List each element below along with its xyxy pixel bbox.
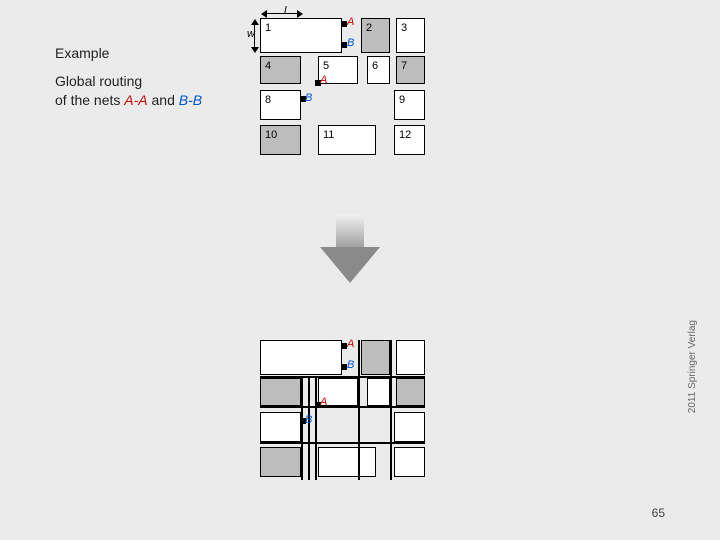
route-line bbox=[390, 340, 392, 480]
grid-cell: 7 bbox=[396, 56, 425, 84]
route-line bbox=[315, 376, 317, 480]
pin-label: A bbox=[347, 16, 354, 28]
net-a-label: A-A bbox=[124, 92, 147, 108]
grid-cell bbox=[394, 447, 425, 477]
route-line bbox=[260, 376, 425, 378]
grid-cell: 2 bbox=[361, 18, 390, 53]
grid-cell bbox=[260, 378, 301, 406]
pin-label: A bbox=[320, 74, 327, 86]
cell-number: 5 bbox=[323, 61, 329, 72]
page-number: 65 bbox=[652, 506, 665, 520]
grid-cell bbox=[361, 340, 390, 375]
cell-number: 3 bbox=[401, 23, 407, 34]
desc-line2: of the nets A-A and B-B bbox=[55, 91, 202, 111]
grid-cell: 6 bbox=[367, 56, 390, 84]
grid-cell bbox=[260, 340, 342, 375]
dimension-arrow-l bbox=[263, 13, 301, 14]
dim-l-label: l bbox=[284, 5, 286, 17]
pin-label: B bbox=[347, 37, 354, 49]
grid-cell: 3 bbox=[396, 18, 425, 53]
grid-cell: 8 bbox=[260, 90, 301, 120]
grid-cell bbox=[318, 447, 376, 477]
pin-label: A bbox=[347, 338, 354, 350]
dim-w-label: w bbox=[247, 28, 255, 40]
title: Example bbox=[55, 44, 202, 64]
pin-label: B bbox=[305, 92, 312, 104]
cell-number: 2 bbox=[366, 23, 372, 34]
copyright-text: 2011 Springer Verlag bbox=[687, 320, 698, 413]
cell-number: 12 bbox=[399, 130, 411, 141]
grid-cell: 11 bbox=[318, 125, 376, 155]
grid-bottom: ABAB bbox=[260, 340, 425, 480]
route-line bbox=[358, 340, 360, 480]
route-line bbox=[308, 376, 310, 480]
grid-cell bbox=[396, 378, 425, 406]
cell-number: 10 bbox=[265, 130, 277, 141]
desc-line1: Global routing bbox=[55, 72, 202, 92]
grid-cell: 9 bbox=[394, 90, 425, 120]
grid-cell: 4 bbox=[260, 56, 301, 84]
pin-label: A bbox=[320, 396, 327, 408]
pin-label: B bbox=[305, 414, 312, 426]
grid-top: l w 123456789101112ABAB bbox=[260, 18, 425, 158]
cell-number: 1 bbox=[265, 23, 271, 34]
grid-cell: 12 bbox=[394, 125, 425, 155]
cell-number: 11 bbox=[323, 130, 334, 141]
grid-cell bbox=[367, 378, 390, 406]
grid-cell bbox=[260, 412, 301, 442]
cell-number: 6 bbox=[372, 61, 378, 72]
grid-cell: 10 bbox=[260, 125, 301, 155]
down-arrow-icon bbox=[320, 215, 380, 285]
pin-label: B bbox=[347, 359, 354, 371]
route-line bbox=[260, 406, 425, 408]
grid-cell bbox=[260, 447, 301, 477]
cell-number: 9 bbox=[399, 95, 405, 106]
grid-cell bbox=[396, 340, 425, 375]
net-b-label: B-B bbox=[179, 92, 202, 108]
route-line bbox=[260, 442, 425, 444]
description: Example Global routing of the nets A-A a… bbox=[55, 44, 202, 111]
cell-number: 4 bbox=[265, 61, 271, 72]
cell-number: 7 bbox=[401, 61, 407, 72]
route-line bbox=[301, 376, 303, 480]
grid-cell: 1 bbox=[260, 18, 342, 53]
cell-number: 8 bbox=[265, 95, 271, 106]
grid-cell bbox=[394, 412, 425, 442]
